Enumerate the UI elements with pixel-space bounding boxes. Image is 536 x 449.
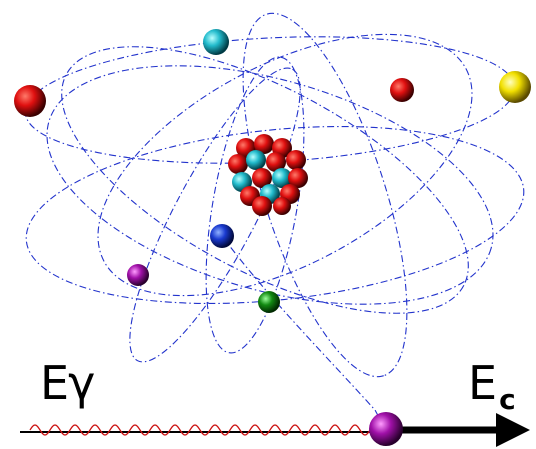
electron-purple: [127, 264, 149, 286]
photon-wave: [29, 424, 373, 436]
electron-red-right: [390, 78, 414, 102]
kinetic-energy-symbol: E: [468, 356, 498, 410]
orbit-2: [25, 125, 525, 305]
orbit-1: [24, 36, 516, 164]
orbit-5: [61, 46, 469, 314]
photon-energy-label: Eγ: [40, 356, 95, 410]
electron-green: [258, 291, 280, 313]
electron-trajectory: [221, 235, 389, 433]
kinetic-energy-subscript: c: [499, 383, 516, 416]
orbit-4: [97, 33, 473, 297]
orbits: [24, 12, 525, 433]
kinetic-energy-label: Ec: [468, 360, 516, 414]
ejected-electron: [369, 412, 403, 446]
electron-cyan-top: [203, 29, 229, 55]
electron-red-left: [14, 85, 46, 117]
nucleus: [228, 134, 308, 216]
electron-blue: [210, 224, 234, 248]
velocity-arrow-head: [496, 413, 530, 447]
electron-yellow: [499, 71, 531, 103]
electrons: [14, 29, 531, 313]
orbit-6: [129, 67, 301, 363]
orbit-8: [205, 56, 305, 354]
